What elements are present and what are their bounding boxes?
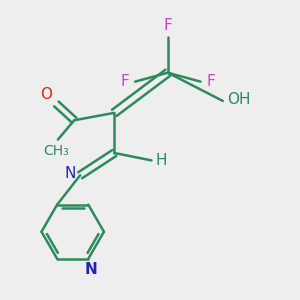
Text: N: N: [85, 262, 98, 277]
Text: OH: OH: [227, 92, 251, 107]
Text: CH₃: CH₃: [44, 144, 69, 158]
Text: F: F: [206, 74, 215, 89]
Text: N: N: [64, 166, 76, 181]
Text: O: O: [40, 87, 52, 102]
Text: H: H: [155, 153, 167, 168]
Text: F: F: [164, 18, 172, 33]
Text: F: F: [120, 74, 129, 89]
